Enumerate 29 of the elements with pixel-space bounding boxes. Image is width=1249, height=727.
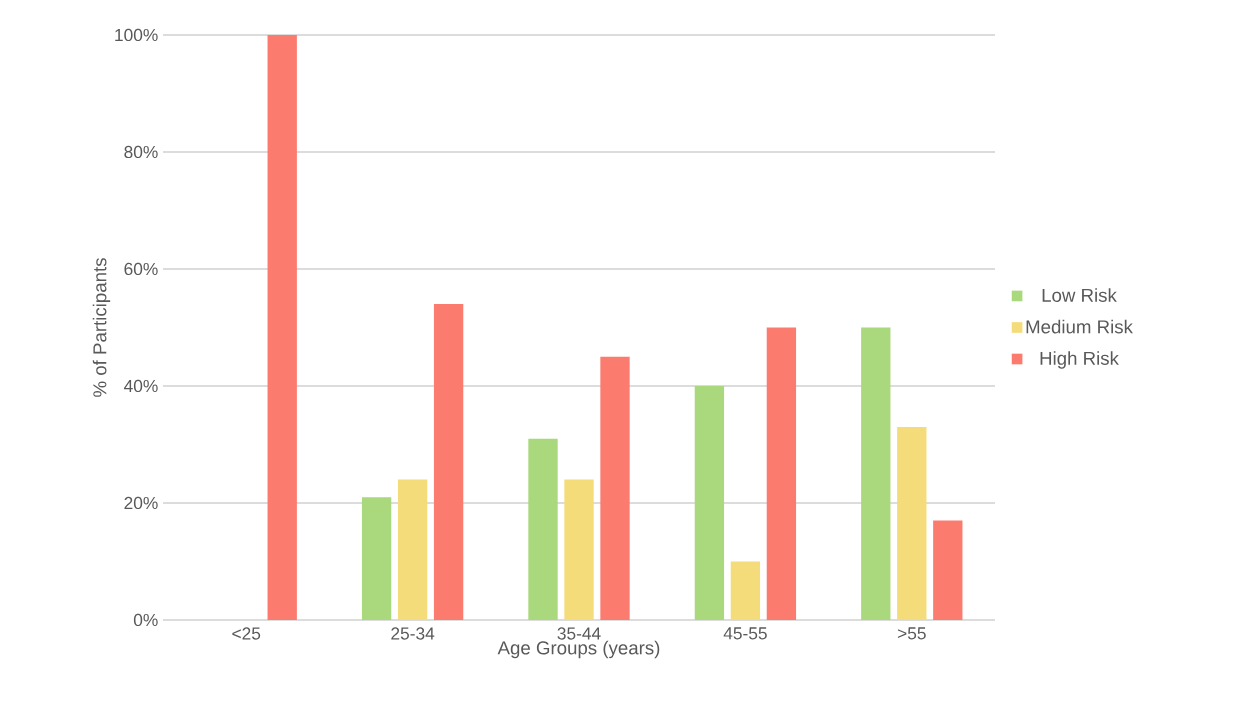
bar (694, 385, 725, 620)
bar (730, 561, 761, 620)
y-axis-title: % of Participants (92, 258, 111, 397)
x-tick-label: 35-44 (557, 627, 601, 640)
y-tick-label: 40% (124, 379, 158, 393)
y-tick-label: 0% (133, 613, 158, 627)
x-axis-title: Age Groups (years) (497, 640, 660, 659)
bar (433, 304, 464, 620)
legend-label: High Risk (1040, 351, 1119, 369)
y-tick-label: 20% (124, 496, 158, 510)
y-tick-label: 100% (115, 28, 158, 42)
x-tick-label: 25-34 (391, 627, 435, 640)
bar (933, 520, 963, 620)
x-tick-label: 45-55 (723, 627, 767, 640)
y-tick-label: 80% (124, 145, 158, 159)
bar (397, 479, 428, 620)
x-tick-label: <25 (232, 627, 261, 640)
bar (897, 426, 927, 620)
y-tick-label: 60% (124, 262, 158, 276)
bar (528, 438, 558, 620)
legend-label: Low Risk (1042, 288, 1117, 302)
bar (361, 497, 392, 620)
x-tick-label: >55 (897, 627, 926, 640)
bar (600, 356, 630, 620)
legend-label: Medium Risk (1026, 319, 1133, 334)
bar (564, 479, 594, 620)
bar (861, 327, 891, 620)
bar (766, 327, 797, 620)
bar (267, 34, 297, 620)
